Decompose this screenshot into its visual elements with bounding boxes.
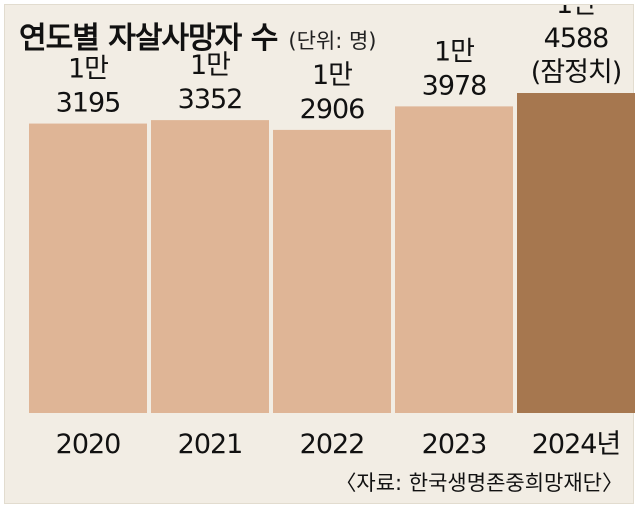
- value-label-2020-line-0: 1만: [68, 54, 108, 85]
- bar-2021: [151, 120, 269, 413]
- value-label-2021-line-0: 1만: [190, 50, 230, 81]
- bar-2023: [395, 106, 513, 413]
- value-label-2022-line-1: 2906: [300, 94, 365, 125]
- category-label-2021: 2021: [178, 429, 243, 460]
- value-label-2022-line-0: 1만: [312, 60, 352, 91]
- value-label-2023-line-1: 3978: [422, 70, 487, 101]
- title-row: 연도별 자살사망자 수 (단위: 명): [19, 13, 377, 57]
- value-label-2024년-line-0: 1만: [556, 5, 596, 20]
- category-label-2023: 2023: [422, 429, 487, 460]
- value-label-2023-line-0: 1만: [434, 36, 474, 67]
- value-label-2024년-line-1: 4588: [544, 23, 609, 54]
- source-note: 〈자료: 한국생명존중희망재단〉: [335, 471, 623, 495]
- category-label-2020: 2020: [56, 429, 121, 460]
- unit-note: (단위: 명): [288, 29, 377, 53]
- value-label-2021-line-1: 3352: [178, 84, 243, 115]
- category-label-2024년: 2024년: [532, 429, 621, 460]
- chart-title: 연도별 자살사망자 수: [19, 21, 278, 56]
- category-label-2022: 2022: [300, 429, 365, 460]
- bar-chart: 1만319520201만335220211만290620221만39782023…: [29, 5, 635, 460]
- bar-2024년: [517, 93, 635, 413]
- value-label-2020-line-1: 3195: [56, 88, 121, 119]
- chart-frame: 연도별 자살사망자 수 (단위: 명) 1만 3195 2020 1만 3352 2021…: [4, 4, 635, 504]
- value-label-2024년-line-2: (잠정치): [531, 57, 622, 88]
- bar-2020: [29, 123, 147, 414]
- bar-2022: [273, 129, 391, 413]
